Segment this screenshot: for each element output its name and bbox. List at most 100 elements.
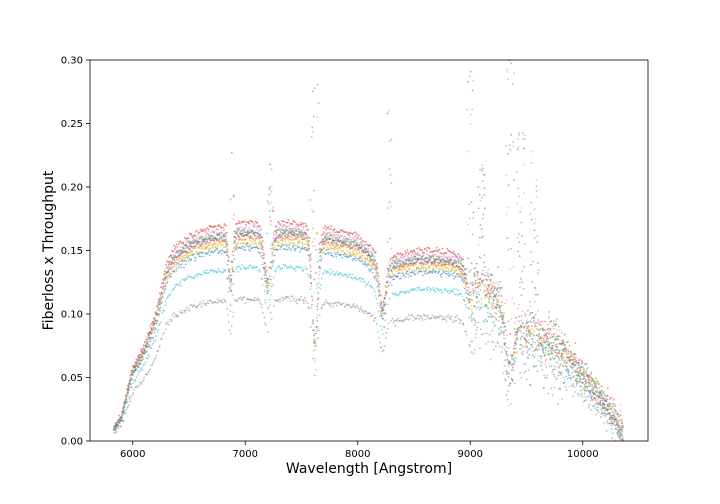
data-point xyxy=(353,254,355,257)
data-point xyxy=(160,321,162,324)
data-point xyxy=(383,326,386,329)
data-point xyxy=(608,412,611,414)
data-point xyxy=(125,408,128,411)
data-point xyxy=(370,250,372,253)
data-point xyxy=(302,247,304,250)
data-point xyxy=(398,269,400,272)
data-point xyxy=(397,252,399,255)
data-point xyxy=(161,301,163,303)
data-point xyxy=(190,251,192,254)
data-point xyxy=(544,354,546,356)
data-point xyxy=(276,229,279,232)
data-point xyxy=(394,254,396,257)
data-point xyxy=(193,304,196,307)
data-point xyxy=(279,248,281,251)
data-point xyxy=(552,335,555,338)
data-point xyxy=(169,318,172,321)
data-point xyxy=(406,270,409,273)
data-point xyxy=(536,339,539,342)
data-point xyxy=(247,267,250,269)
data-point xyxy=(533,208,536,210)
data-point xyxy=(271,207,274,209)
data-point xyxy=(302,300,305,302)
data-point xyxy=(292,231,294,234)
data-point xyxy=(552,320,555,323)
data-point xyxy=(354,231,357,234)
data-point xyxy=(538,337,541,340)
data-point xyxy=(273,233,275,236)
data-point xyxy=(283,225,286,227)
data-point xyxy=(467,293,469,295)
data-point xyxy=(399,255,402,258)
data-point xyxy=(363,280,366,282)
data-point xyxy=(215,301,217,304)
data-point xyxy=(303,248,306,251)
data-point xyxy=(544,320,546,323)
data-point xyxy=(436,255,439,258)
data-point xyxy=(143,379,145,381)
data-point xyxy=(191,241,193,243)
data-point xyxy=(395,255,398,258)
data-point xyxy=(347,276,349,278)
data-point xyxy=(201,273,204,276)
data-point xyxy=(458,262,460,265)
data-point xyxy=(543,341,546,344)
data-point xyxy=(534,325,536,328)
data-point xyxy=(441,255,444,258)
data-point xyxy=(383,345,386,347)
data-point xyxy=(378,286,381,288)
data-point xyxy=(290,239,293,242)
data-point xyxy=(206,253,209,255)
data-point xyxy=(563,361,566,364)
data-point xyxy=(237,270,240,273)
data-point xyxy=(182,251,185,254)
data-point xyxy=(479,237,482,239)
data-point xyxy=(414,255,417,258)
data-point xyxy=(216,234,219,237)
data-point xyxy=(535,293,537,296)
data-point xyxy=(363,240,366,243)
data-point xyxy=(478,293,481,296)
data-point xyxy=(236,246,239,249)
data-point xyxy=(410,254,412,257)
data-point xyxy=(509,268,512,271)
data-point xyxy=(300,248,303,251)
data-point xyxy=(395,270,398,273)
data-point xyxy=(432,269,434,272)
data-point xyxy=(561,344,564,346)
data-point xyxy=(413,249,416,252)
data-point xyxy=(308,307,310,310)
data-point xyxy=(341,229,344,231)
data-point xyxy=(313,341,315,344)
data-point xyxy=(600,397,603,399)
data-point xyxy=(322,238,324,241)
data-point xyxy=(126,393,128,396)
data-point xyxy=(541,320,544,323)
data-point xyxy=(583,375,586,378)
data-point xyxy=(455,261,457,264)
data-point xyxy=(326,249,328,251)
data-point xyxy=(128,387,130,390)
data-point xyxy=(487,272,489,275)
data-point xyxy=(478,309,481,312)
data-point xyxy=(183,259,186,262)
data-point xyxy=(578,366,581,369)
data-point xyxy=(159,309,161,312)
data-point xyxy=(184,263,187,266)
data-point xyxy=(164,285,167,288)
data-point xyxy=(241,234,244,237)
data-point xyxy=(515,334,518,337)
data-point xyxy=(279,239,282,241)
data-point xyxy=(310,307,313,309)
data-point xyxy=(513,356,516,359)
data-point xyxy=(545,341,548,343)
data-point xyxy=(252,246,254,249)
data-point xyxy=(489,283,492,286)
data-point xyxy=(539,321,542,323)
data-point xyxy=(149,368,152,371)
data-point xyxy=(463,299,465,301)
data-point xyxy=(486,305,489,308)
data-point xyxy=(262,249,265,251)
data-point xyxy=(575,374,578,377)
data-point xyxy=(567,372,570,374)
